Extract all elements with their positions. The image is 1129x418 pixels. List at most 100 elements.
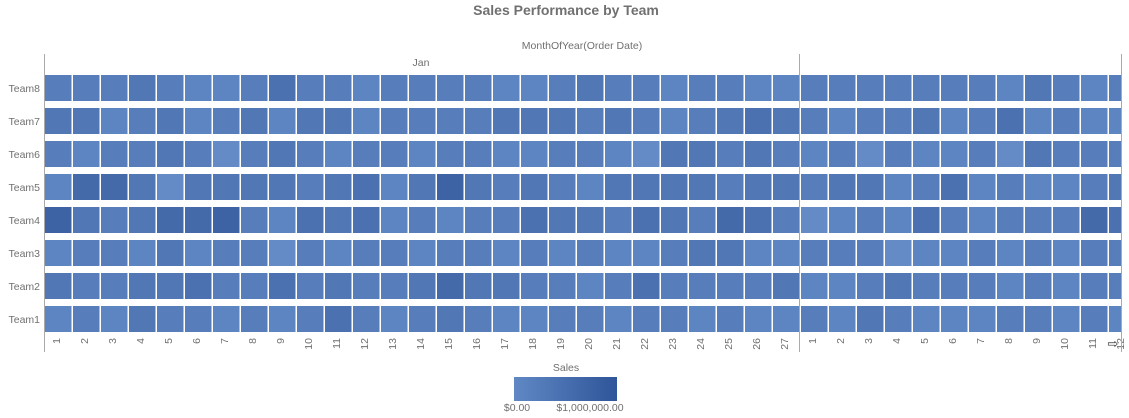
- cell-team2-g1-14[interactable]: [409, 273, 436, 299]
- cell-team5-g1-18[interactable]: [521, 174, 548, 200]
- cell-team1-g1-6[interactable]: [185, 306, 212, 332]
- cell-team3-g1-23[interactable]: [661, 240, 688, 266]
- cell-team6-g1-17[interactable]: [493, 141, 520, 167]
- cell-team4-g1-21[interactable]: [605, 207, 632, 233]
- cell-team2-g2-5[interactable]: [913, 273, 940, 299]
- cell-team8-g1-19[interactable]: [549, 75, 576, 101]
- cell-team1-g1-23[interactable]: [661, 306, 688, 332]
- cell-team8-g1-17[interactable]: [493, 75, 520, 101]
- cell-team4-g1-13[interactable]: [381, 207, 408, 233]
- cell-team4-g2-3[interactable]: [857, 207, 884, 233]
- cell-team1-g2-5[interactable]: [913, 306, 940, 332]
- cell-team2-g1-25[interactable]: [717, 273, 744, 299]
- cell-team3-g2-6[interactable]: [941, 240, 968, 266]
- cell-team2-g2-1[interactable]: [801, 273, 828, 299]
- cell-team1-g1-10[interactable]: [297, 306, 324, 332]
- cell-team5-g1-13[interactable]: [381, 174, 408, 200]
- cell-team3-g1-13[interactable]: [381, 240, 408, 266]
- cell-team7-g1-25[interactable]: [717, 108, 744, 134]
- cell-team8-g2-7[interactable]: [969, 75, 996, 101]
- cell-team2-g1-18[interactable]: [521, 273, 548, 299]
- cell-team8-g2-2[interactable]: [829, 75, 856, 101]
- cell-team1-g1-24[interactable]: [689, 306, 716, 332]
- cell-team5-g1-4[interactable]: [129, 174, 156, 200]
- cell-team7-g1-2[interactable]: [73, 108, 100, 134]
- cell-team5-g1-15[interactable]: [437, 174, 464, 200]
- cell-team5-g1-11[interactable]: [325, 174, 352, 200]
- cell-team2-g2-12[interactable]: [1109, 273, 1121, 299]
- cell-team2-g1-8[interactable]: [241, 273, 268, 299]
- cell-team4-g1-8[interactable]: [241, 207, 268, 233]
- cell-team7-g1-20[interactable]: [577, 108, 604, 134]
- cell-team3-g1-7[interactable]: [213, 240, 240, 266]
- cell-team6-g1-6[interactable]: [185, 141, 212, 167]
- cell-team7-g1-6[interactable]: [185, 108, 212, 134]
- cell-team3-g2-7[interactable]: [969, 240, 996, 266]
- cell-team3-g1-10[interactable]: [297, 240, 324, 266]
- cell-team8-g1-21[interactable]: [605, 75, 632, 101]
- cell-team6-g1-8[interactable]: [241, 141, 268, 167]
- cell-team4-g1-9[interactable]: [269, 207, 296, 233]
- cell-team3-g1-24[interactable]: [689, 240, 716, 266]
- cell-team1-g1-26[interactable]: [745, 306, 772, 332]
- cell-team1-g1-17[interactable]: [493, 306, 520, 332]
- cell-team4-g1-2[interactable]: [73, 207, 100, 233]
- cell-team7-g2-8[interactable]: [997, 108, 1024, 134]
- cell-team8-g2-10[interactable]: [1053, 75, 1080, 101]
- scroll-right-icon[interactable]: ⇨: [1108, 337, 1119, 352]
- cell-team3-g2-9[interactable]: [1025, 240, 1052, 266]
- cell-team5-g1-9[interactable]: [269, 174, 296, 200]
- cell-team8-g1-7[interactable]: [213, 75, 240, 101]
- cell-team5-g2-5[interactable]: [913, 174, 940, 200]
- cell-team4-g1-17[interactable]: [493, 207, 520, 233]
- cell-team7-g2-10[interactable]: [1053, 108, 1080, 134]
- cell-team8-g1-16[interactable]: [465, 75, 492, 101]
- cell-team3-g2-4[interactable]: [885, 240, 912, 266]
- cell-team2-g1-23[interactable]: [661, 273, 688, 299]
- cell-team8-g1-20[interactable]: [577, 75, 604, 101]
- cell-team5-g1-17[interactable]: [493, 174, 520, 200]
- cell-team6-g1-4[interactable]: [129, 141, 156, 167]
- cell-team3-g2-10[interactable]: [1053, 240, 1080, 266]
- cell-team4-g1-10[interactable]: [297, 207, 324, 233]
- cell-team3-g2-11[interactable]: [1081, 240, 1108, 266]
- cell-team5-g2-4[interactable]: [885, 174, 912, 200]
- cell-team5-g2-2[interactable]: [829, 174, 856, 200]
- cell-team3-g1-12[interactable]: [353, 240, 380, 266]
- cell-team3-g1-15[interactable]: [437, 240, 464, 266]
- cell-team3-g1-27[interactable]: [773, 240, 800, 266]
- cell-team3-g1-19[interactable]: [549, 240, 576, 266]
- cell-team7-g1-8[interactable]: [241, 108, 268, 134]
- cell-team5-g2-3[interactable]: [857, 174, 884, 200]
- cell-team7-g1-19[interactable]: [549, 108, 576, 134]
- cell-team2-g2-6[interactable]: [941, 273, 968, 299]
- cell-team1-g2-3[interactable]: [857, 306, 884, 332]
- cell-team7-g1-14[interactable]: [409, 108, 436, 134]
- cell-team3-g1-11[interactable]: [325, 240, 352, 266]
- cell-team8-g1-11[interactable]: [325, 75, 352, 101]
- cell-team7-g2-7[interactable]: [969, 108, 996, 134]
- cell-team4-g1-24[interactable]: [689, 207, 716, 233]
- cell-team4-g2-12[interactable]: [1109, 207, 1121, 233]
- cell-team1-g1-5[interactable]: [157, 306, 184, 332]
- cell-team6-g1-13[interactable]: [381, 141, 408, 167]
- cell-team1-g2-6[interactable]: [941, 306, 968, 332]
- cell-team6-g1-11[interactable]: [325, 141, 352, 167]
- cell-team6-g2-1[interactable]: [801, 141, 828, 167]
- cell-team5-g1-5[interactable]: [157, 174, 184, 200]
- cell-team2-g1-11[interactable]: [325, 273, 352, 299]
- cell-team8-g1-22[interactable]: [633, 75, 660, 101]
- cell-team5-g1-23[interactable]: [661, 174, 688, 200]
- cell-team8-g1-3[interactable]: [101, 75, 128, 101]
- cell-team6-g1-26[interactable]: [745, 141, 772, 167]
- cell-team2-g1-21[interactable]: [605, 273, 632, 299]
- cell-team7-g1-21[interactable]: [605, 108, 632, 134]
- cell-team8-g1-25[interactable]: [717, 75, 744, 101]
- cell-team8-g1-12[interactable]: [353, 75, 380, 101]
- cell-team5-g1-10[interactable]: [297, 174, 324, 200]
- cell-team6-g1-22[interactable]: [633, 141, 660, 167]
- cell-team7-g1-7[interactable]: [213, 108, 240, 134]
- cell-team8-g1-8[interactable]: [241, 75, 268, 101]
- cell-team2-g1-1[interactable]: [45, 273, 72, 299]
- cell-team8-g2-1[interactable]: [801, 75, 828, 101]
